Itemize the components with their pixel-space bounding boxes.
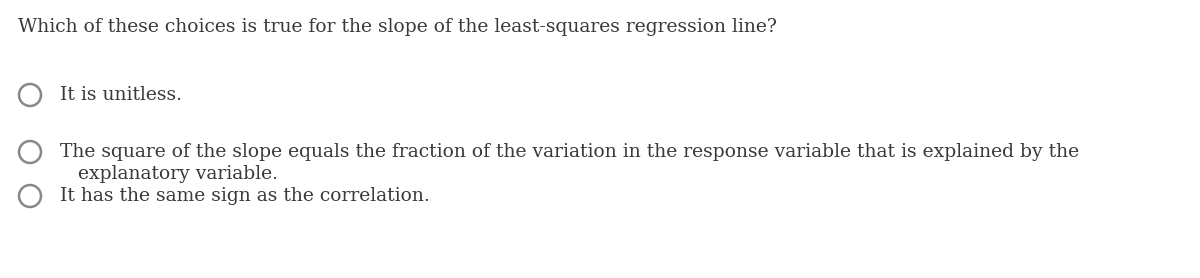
Text: It is unitless.: It is unitless.: [60, 86, 182, 104]
Text: explanatory variable.: explanatory variable.: [78, 165, 278, 183]
Text: It has the same sign as the correlation.: It has the same sign as the correlation.: [60, 187, 430, 205]
Text: Which of these choices is true for the slope of the least-squares regression lin: Which of these choices is true for the s…: [18, 18, 776, 36]
Text: The square of the slope equals the fraction of the variation in the response var: The square of the slope equals the fract…: [60, 143, 1079, 161]
